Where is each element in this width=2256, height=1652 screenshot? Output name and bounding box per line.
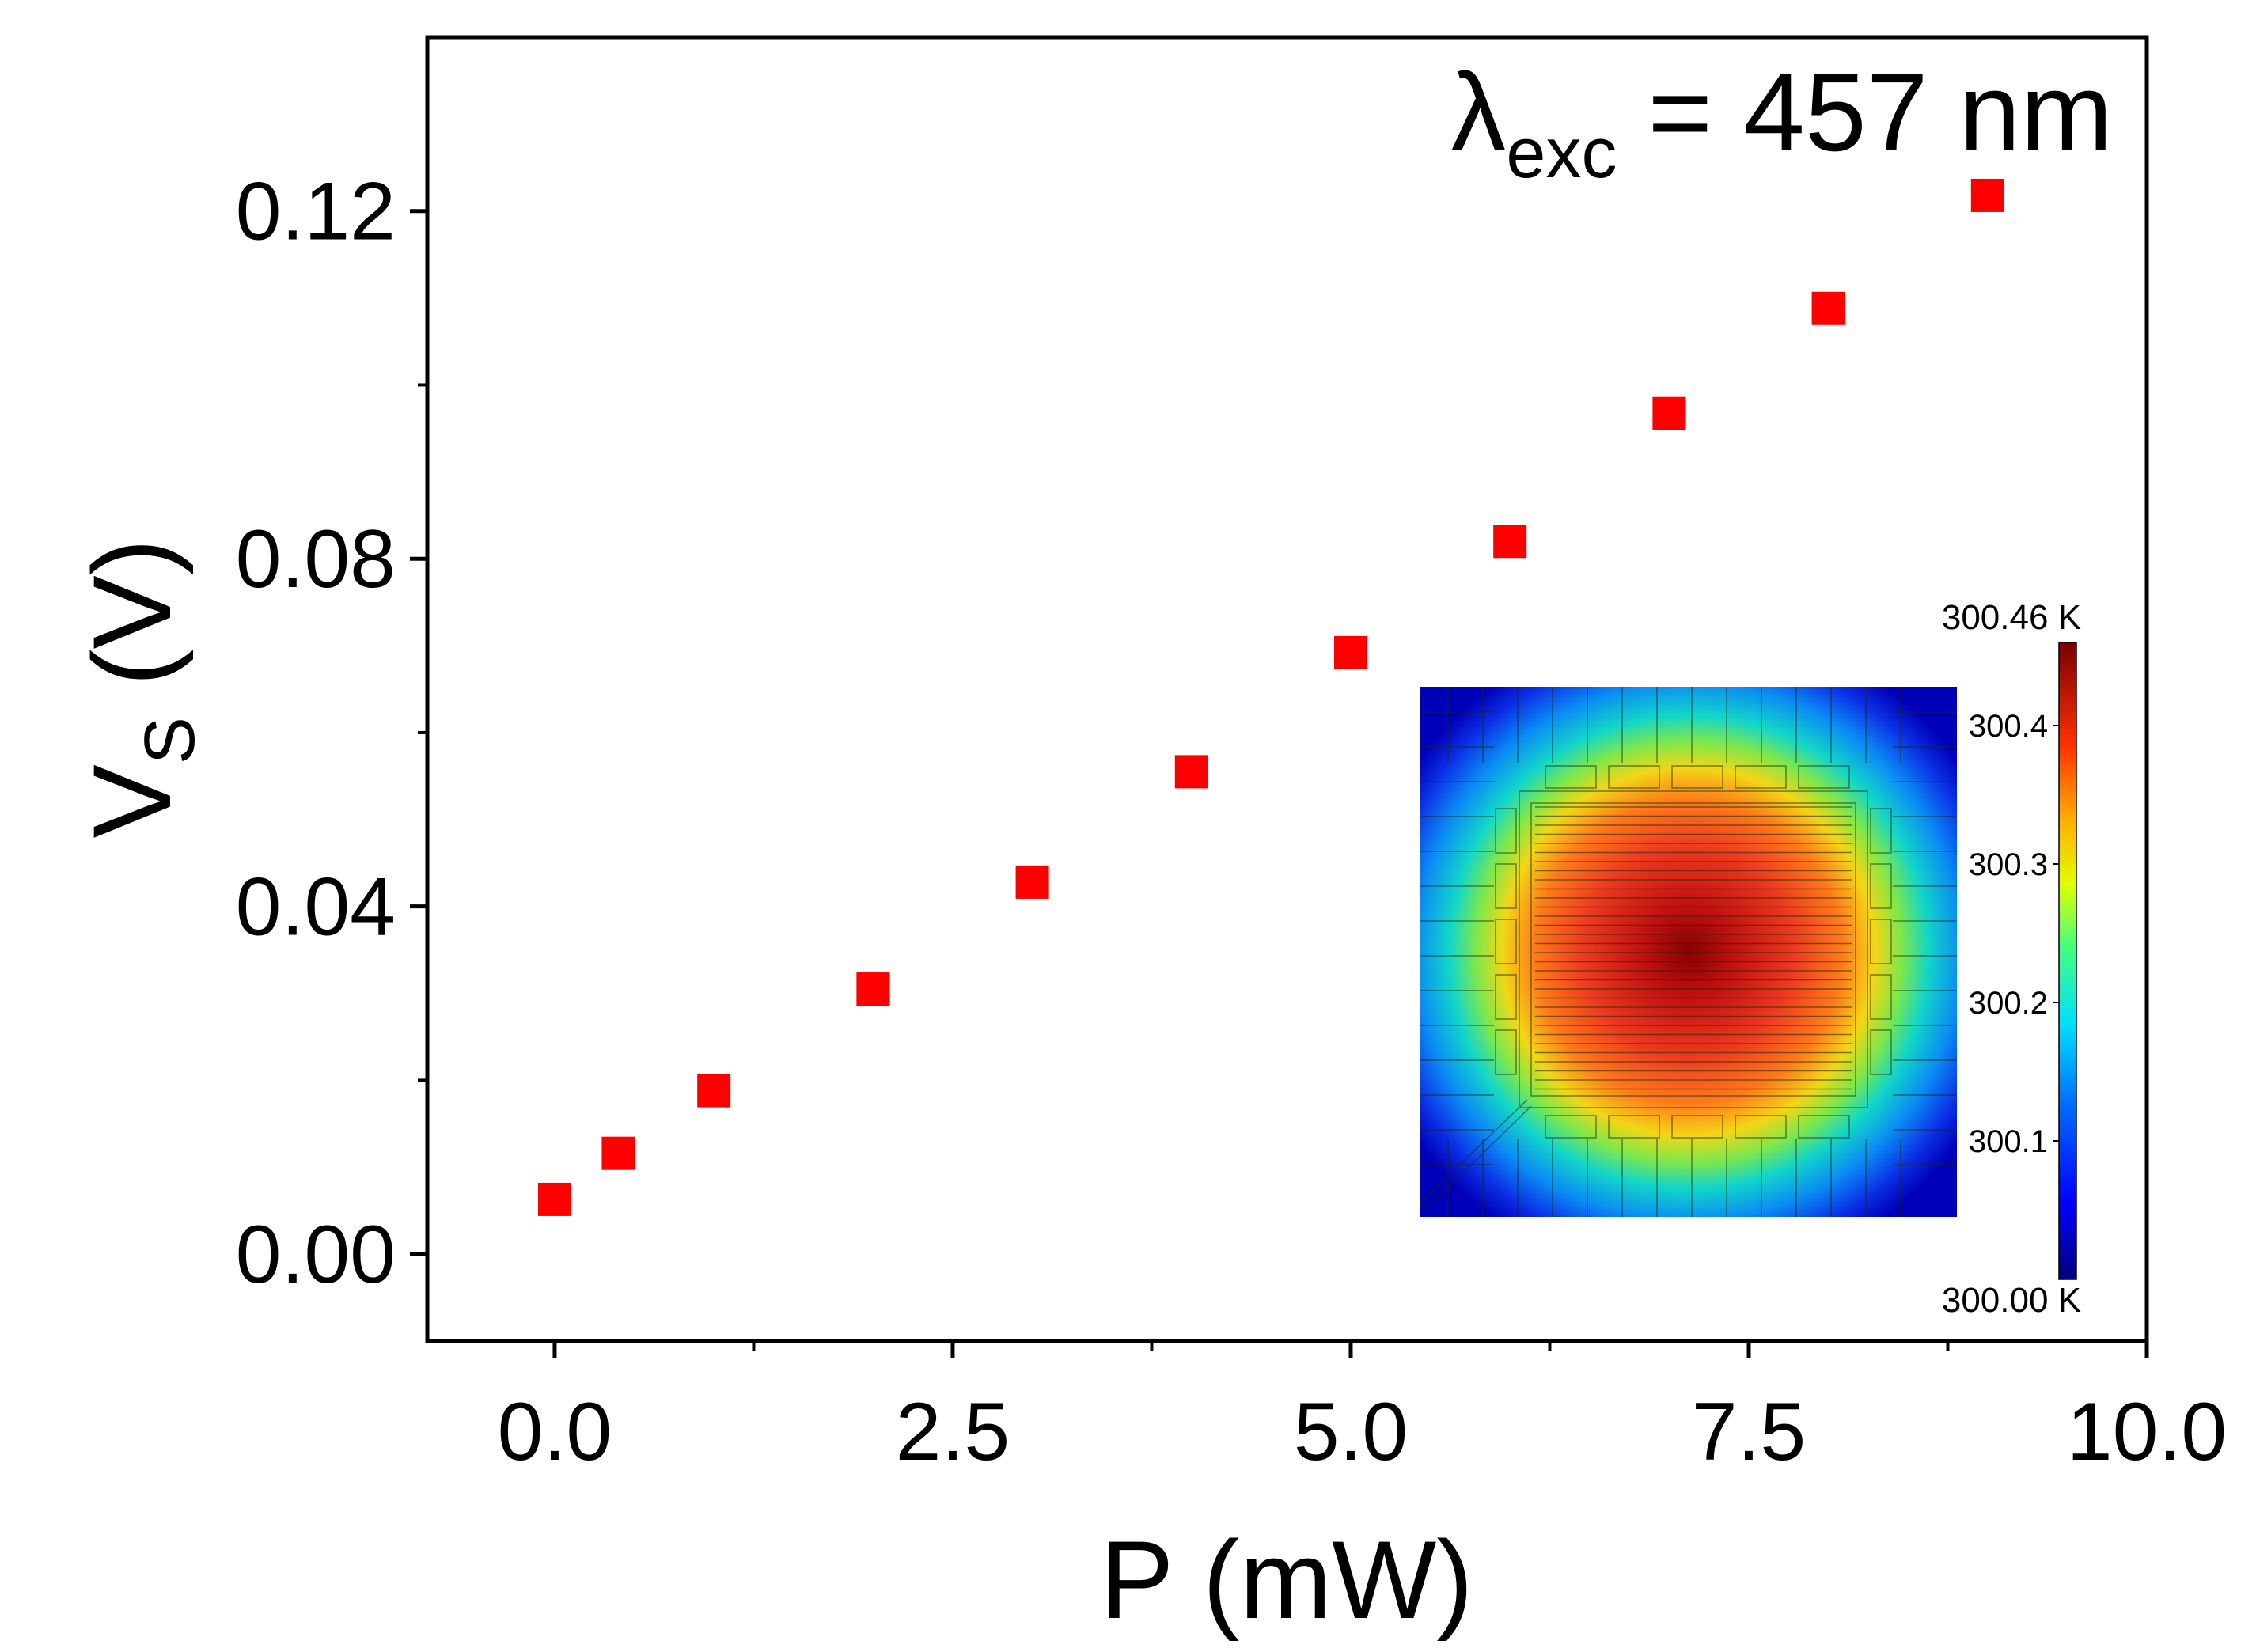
data-point [1333, 635, 1367, 669]
y-tick-label: 0.00 [236, 1209, 396, 1301]
pad [1495, 919, 1517, 964]
x-axis: 0.0 2.5 5.0 7.5 10.0 [498, 1341, 2227, 1478]
x-tick-label: 10.0 [2067, 1386, 2227, 1478]
data-point [601, 1136, 635, 1170]
pad [1495, 1029, 1517, 1075]
colorbar-tick-label: 300.3 [1969, 847, 2048, 882]
pad [1495, 863, 1517, 909]
pad [1870, 808, 1892, 854]
y-axis: 0.00 0.04 0.08 0.12 [236, 166, 427, 1301]
data-point [697, 1074, 731, 1108]
data-point [1493, 525, 1527, 559]
x-tick-label: 7.5 [1692, 1386, 1807, 1478]
data-point [1652, 396, 1686, 430]
y-tick-label: 0.12 [236, 166, 396, 258]
pad [1870, 863, 1892, 909]
annotation-symbol: λ [1450, 50, 1506, 174]
y-axis-title-unit: (V) [70, 539, 194, 718]
colorbar-tick-label: 300.4 [1969, 709, 2048, 744]
data-point [1970, 178, 2004, 212]
x-tick-label: 5.0 [1294, 1386, 1409, 1478]
y-tick-label: 0.04 [236, 862, 396, 953]
data-point [856, 972, 890, 1006]
data-point [1015, 865, 1049, 899]
colorbar-tick-label: 300.2 [1969, 986, 2048, 1021]
data-point [1174, 755, 1208, 789]
pad [1545, 1115, 1597, 1139]
pad [1735, 765, 1787, 789]
colorbar-min-label: 300.00 K [1942, 1281, 2081, 1320]
inset-thermal-map: 300.1 300.2 300.3 300.4 300.46 K 300.00 K [1420, 598, 2081, 1320]
pad [1495, 808, 1517, 854]
pad [1608, 1115, 1660, 1139]
x-tick-label: 0.0 [498, 1386, 612, 1478]
annotation-text: = 457 nm [1617, 50, 2113, 174]
colorbar-max-label: 300.46 K [1942, 598, 2081, 637]
pad [1870, 919, 1892, 964]
data-point [537, 1182, 571, 1216]
device-outline [1519, 790, 1868, 1108]
colorbar-tick-label: 300.1 [1969, 1124, 2048, 1159]
series-vs [537, 178, 2004, 1216]
pad [1798, 765, 1850, 789]
y-axis-title: VS (V) [70, 539, 210, 839]
annotation-subscript: exc [1506, 114, 1617, 193]
pad [1735, 1115, 1787, 1139]
pad [1495, 974, 1517, 1020]
plot-frame [425, 35, 2149, 1343]
heater-outline [1530, 802, 1856, 1097]
data-point [1811, 291, 1845, 325]
x-axis-title: P (mW) [1100, 1517, 1473, 1642]
inset-device-pattern [1420, 687, 1957, 1217]
colorbar-ticks: 300.1 300.2 300.3 300.4 [1969, 709, 2059, 1159]
y-axis-title-main: V [70, 764, 194, 838]
pad [1870, 1029, 1892, 1075]
x-tick-label: 2.5 [896, 1386, 1010, 1478]
wavelength-annotation: λexc = 457 nm [1450, 50, 2113, 193]
pad [1870, 974, 1892, 1020]
pad [1671, 765, 1723, 789]
pad [1545, 765, 1597, 789]
pad [1608, 765, 1660, 789]
y-axis-title-sub: S [131, 717, 210, 764]
pad [1798, 1115, 1850, 1139]
pad [1671, 1115, 1723, 1139]
y-tick-label: 0.08 [236, 513, 396, 605]
colorbar [2058, 642, 2077, 1280]
